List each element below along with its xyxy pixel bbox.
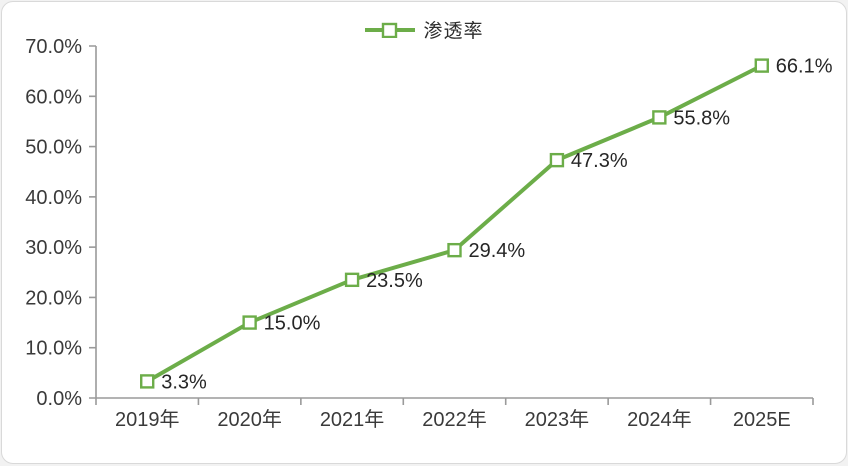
x-axis-category-label: 2022年 xyxy=(422,408,487,431)
y-axis-tick-label: 0.0% xyxy=(36,388,82,410)
y-axis-tick-label: 50.0% xyxy=(25,137,82,159)
x-axis-category-label: 2023年 xyxy=(525,408,590,431)
data-point-marker xyxy=(344,272,360,288)
data-point-label: 55.8% xyxy=(673,107,730,129)
data-point-marker xyxy=(549,152,565,168)
data-point-label: 29.4% xyxy=(469,240,526,262)
x-axis-category-label: 2020年 xyxy=(217,408,282,431)
data-point-marker xyxy=(140,374,155,389)
data-point-label: 47.3% xyxy=(571,150,628,172)
data-point-marker xyxy=(447,242,462,258)
x-axis-category-label: 2025E xyxy=(733,409,791,431)
x-axis-category-label: 2024年 xyxy=(627,408,692,431)
y-axis-tick-label: 20.0% xyxy=(25,287,82,309)
data-point-label: 15.0% xyxy=(264,313,321,335)
data-point-label: 66.1% xyxy=(776,56,833,78)
data-point-label: 3.3% xyxy=(161,371,207,393)
x-axis-category-label: 2019年 xyxy=(115,408,180,431)
series-line xyxy=(145,63,764,384)
y-axis-tick-label: 30.0% xyxy=(25,237,82,259)
data-point-marker xyxy=(242,315,257,330)
y-axis-tick-label: 10.0% xyxy=(25,338,82,360)
data-point-marker xyxy=(652,110,667,125)
data-point-label: 23.5% xyxy=(366,270,423,292)
x-axis-category-label: 2021年 xyxy=(320,408,385,431)
data-point-marker xyxy=(754,58,769,73)
y-axis-tick-label: 60.0% xyxy=(25,86,82,108)
y-axis-tick-label: 40.0% xyxy=(25,187,82,209)
y-axis-tick-label: 70.0% xyxy=(25,36,82,58)
